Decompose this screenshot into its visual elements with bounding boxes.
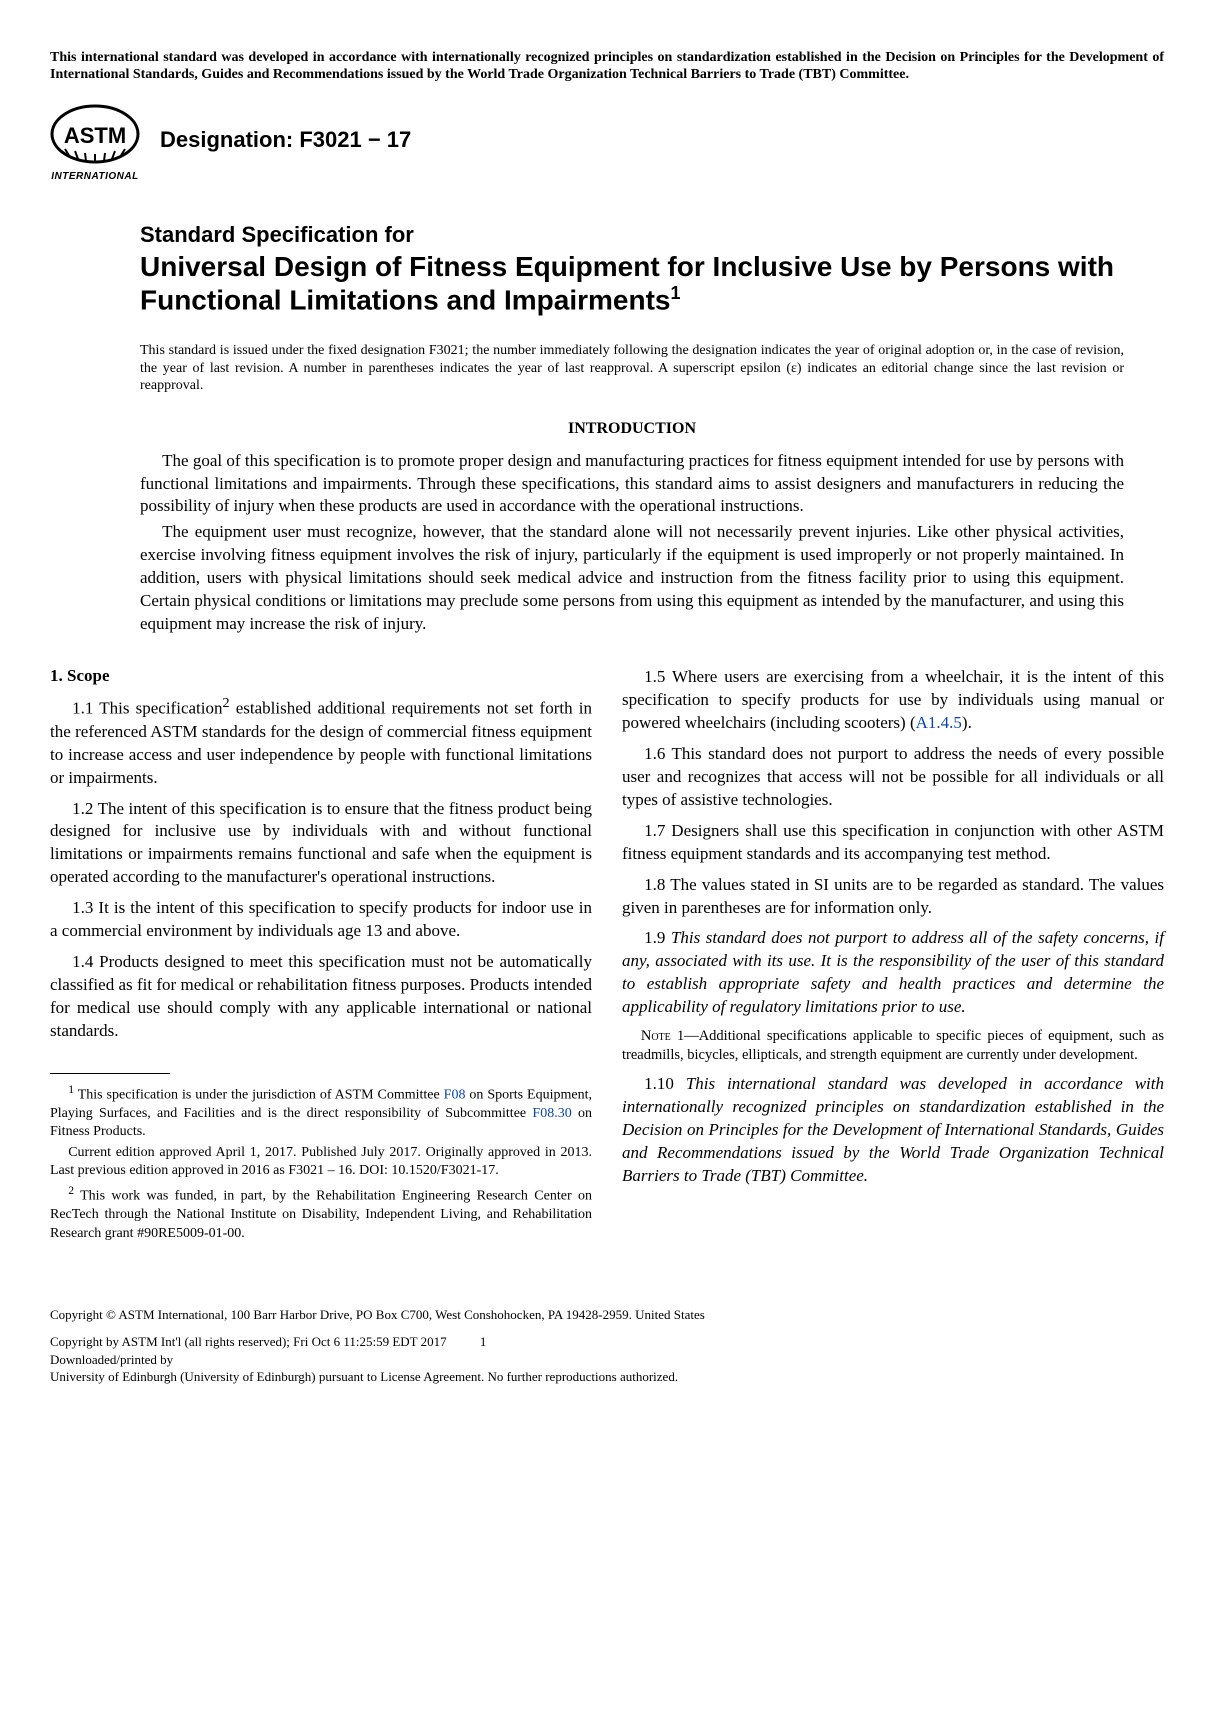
main-title: Universal Design of Fitness Equipment fo… [140,250,1124,318]
scope-1-3: 1.3 It is the intent of this specificati… [50,897,592,943]
page-number: 1 [480,1333,487,1351]
copyright-address: Copyright © ASTM International, 100 Barr… [50,1306,1164,1324]
footer-copyright-note: Copyright by ASTM Int'l (all rights rese… [50,1334,447,1349]
scope-1-2: 1.2 The intent of this specification is … [50,798,592,890]
two-column-body: 1. Scope 1.1 This specification2 establi… [50,666,1164,1246]
astm-logo-svg: ASTM [50,99,140,169]
link-a1-4-5[interactable]: A1.4.5 [916,713,962,732]
logo-text: ASTM [64,123,126,148]
introduction-block: INTRODUCTION The goal of this specificat… [140,420,1124,637]
top-standardization-notice: This international standard was develope… [50,50,1164,84]
designation-line: Designation: F3021 − 17 [160,127,411,153]
footnote-1: 1 This specification is under the jurisd… [50,1082,592,1141]
note-1-label: Note [641,1028,671,1044]
title-superscript: 1 [671,283,681,303]
footnote-1-edition: Current edition approved April 1, 2017. … [50,1144,592,1180]
logo-subtitle: INTERNATIONAL [50,171,140,182]
note-1-text: 1—Additional specifications applicable t… [622,1028,1164,1063]
scope-1-1: 1.1 This specification2 established addi… [50,694,592,789]
scope-1-10-num: 1.10 [644,1074,686,1093]
footnote-link-f08[interactable]: F08 [444,1088,466,1103]
scope-1-10-text: This international standard was develope… [622,1074,1164,1185]
scope-1-5-b: ). [962,713,972,732]
footer-line-2: Downloaded/printed by [50,1351,1164,1369]
issuance-note: This standard is issued under the fixed … [140,342,1124,395]
scope-1-10: 1.10 This international standard was dev… [622,1073,1164,1188]
footer-block: Copyright © ASTM International, 100 Barr… [50,1306,1164,1386]
scope-heading: 1. Scope [50,666,592,686]
scope-1-9-text: This standard does not purport to addres… [622,928,1164,1016]
footnote-link-f0830[interactable]: F08.30 [532,1106,571,1121]
title-prefix: Standard Specification for [140,222,1124,248]
right-column: 1.5 Where users are exercising from a wh… [622,666,1164,1246]
intro-paragraph-1: The goal of this specification is to pro… [140,450,1124,519]
footnote-rule [50,1073,170,1074]
left-column: 1. Scope 1.1 This specification2 establi… [50,666,592,1246]
footnote-2: 2 This work was funded, in part, by the … [50,1183,592,1242]
scope-1-7: 1.7 Designers shall use this specificati… [622,820,1164,866]
footer-line-3: University of Edinburgh (University of E… [50,1368,1164,1386]
footnote-1-b: This specification is under the jurisdic… [74,1088,444,1103]
scope-1-9-num: 1.9 [644,928,671,947]
intro-paragraph-2: The equipment user must recognize, howev… [140,521,1124,636]
scope-1-5: 1.5 Where users are exercising from a wh… [622,666,1164,735]
introduction-heading: INTRODUCTION [140,420,1124,438]
scope-1-5-a: 1.5 Where users are exercising from a wh… [622,667,1164,732]
page-container: This international standard was develope… [0,0,1214,1416]
header-row: ASTM INTERNATIONAL Designation: F3021 − … [50,99,1164,182]
scope-1-6: 1.6 This standard does not purport to ad… [622,743,1164,812]
note-1: Note 1—Additional specifications applica… [622,1027,1164,1065]
scope-1-1-a: 1.1 This specification [72,699,222,718]
scope-1-4: 1.4 Products designed to meet this speci… [50,951,592,1043]
scope-1-8: 1.8 The values stated in SI units are to… [622,874,1164,920]
title-text: Universal Design of Fitness Equipment fo… [140,251,1114,316]
astm-logo: ASTM INTERNATIONAL [50,99,140,182]
title-block: Standard Specification for Universal Des… [140,222,1124,395]
footnote-2-b: This work was funded, in part, by the Re… [50,1189,592,1240]
scope-1-1-sup: 2 [222,695,229,711]
scope-1-9: 1.9 This standard does not purport to ad… [622,927,1164,1019]
footer-line-1: Copyright by ASTM Int'l (all rights rese… [50,1333,1164,1351]
